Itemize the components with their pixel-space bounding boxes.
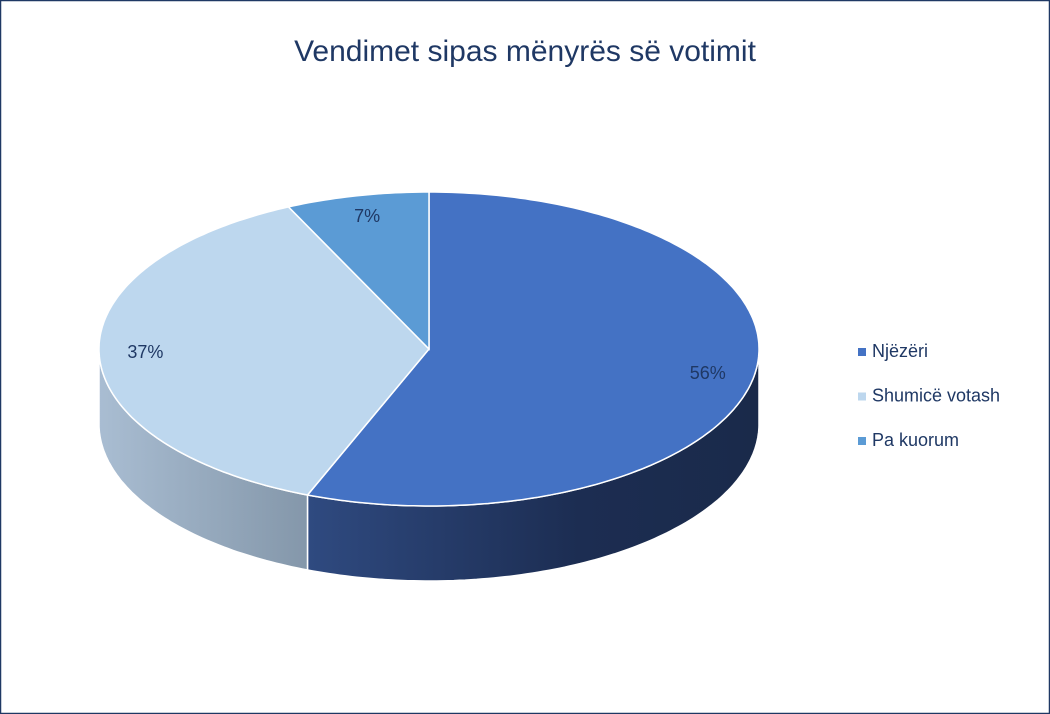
pie-slice xyxy=(306,191,760,507)
pie-slice xyxy=(287,191,430,351)
legend-label: Pa kuorum xyxy=(872,430,959,450)
legend-swatch xyxy=(858,392,866,401)
data-label: 56% xyxy=(690,363,726,383)
chart-title: Vendimet sipas mënyrës së votimit xyxy=(294,35,757,68)
legend-label: Shumicë votash xyxy=(872,385,1000,405)
pie-slice xyxy=(98,206,431,496)
data-label: 37% xyxy=(127,342,163,362)
legend-swatch xyxy=(858,437,866,445)
data-label: 7% xyxy=(354,206,380,226)
legend-label: Njëzëri xyxy=(872,341,928,361)
legend-swatch xyxy=(858,348,866,356)
